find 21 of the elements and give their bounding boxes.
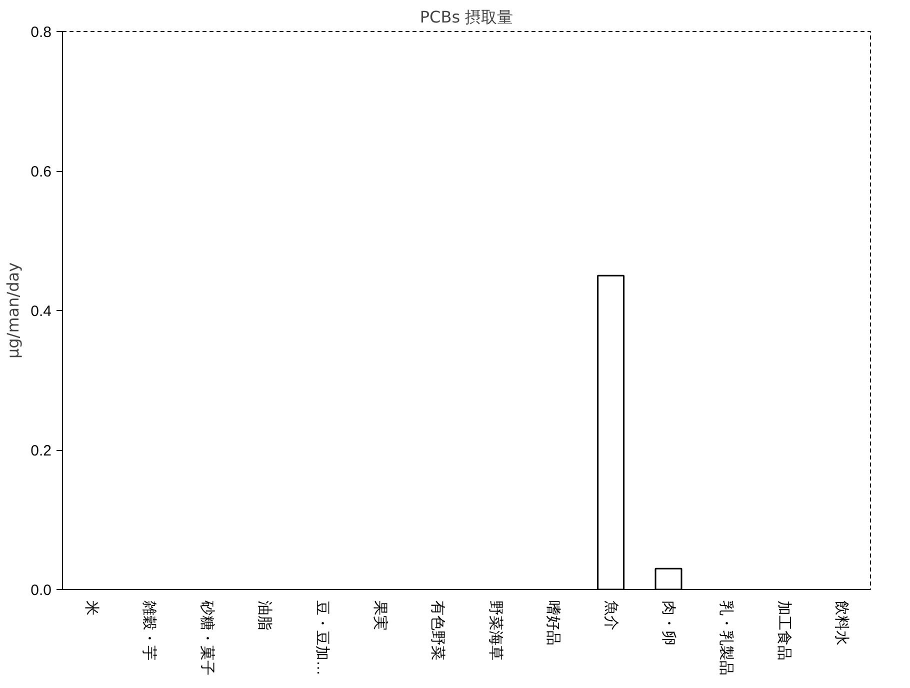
x-tick-label: 豆・豆加… bbox=[314, 600, 331, 676]
chart-title: PCBs 摂取量 bbox=[420, 8, 514, 26]
y-axis-title: μg/man/day bbox=[4, 262, 23, 359]
x-tick-label: 雑穀・芋 bbox=[140, 600, 158, 660]
y-tick-label: 0.6 bbox=[30, 164, 52, 180]
y-tick-label: 0.0 bbox=[30, 582, 52, 599]
x-tick-label: 肉・卵 bbox=[660, 600, 677, 646]
x-tick-label: 果実 bbox=[371, 600, 388, 630]
x-tick-label: 嗜好品 bbox=[544, 600, 562, 646]
x-tick-label: 米 bbox=[82, 600, 100, 616]
y-tick-label: 0.2 bbox=[30, 442, 52, 460]
x-tick-label: 油脂 bbox=[256, 600, 273, 630]
x-tick-label: 魚介 bbox=[602, 600, 620, 630]
x-tick-label: 加工食品 bbox=[775, 600, 792, 660]
x-tick-label: 砂糖・菓子 bbox=[198, 600, 216, 676]
x-tick-label: 飲料水 bbox=[833, 600, 850, 646]
y-tick-label: 0.8 bbox=[30, 24, 52, 41]
x-tick-label: 有色野菜 bbox=[429, 600, 446, 660]
y-tick-label: 0.4 bbox=[30, 303, 52, 320]
x-tick-label: 野菜海草 bbox=[486, 600, 504, 660]
x-tick-label: 乳・乳製品 bbox=[718, 600, 735, 676]
